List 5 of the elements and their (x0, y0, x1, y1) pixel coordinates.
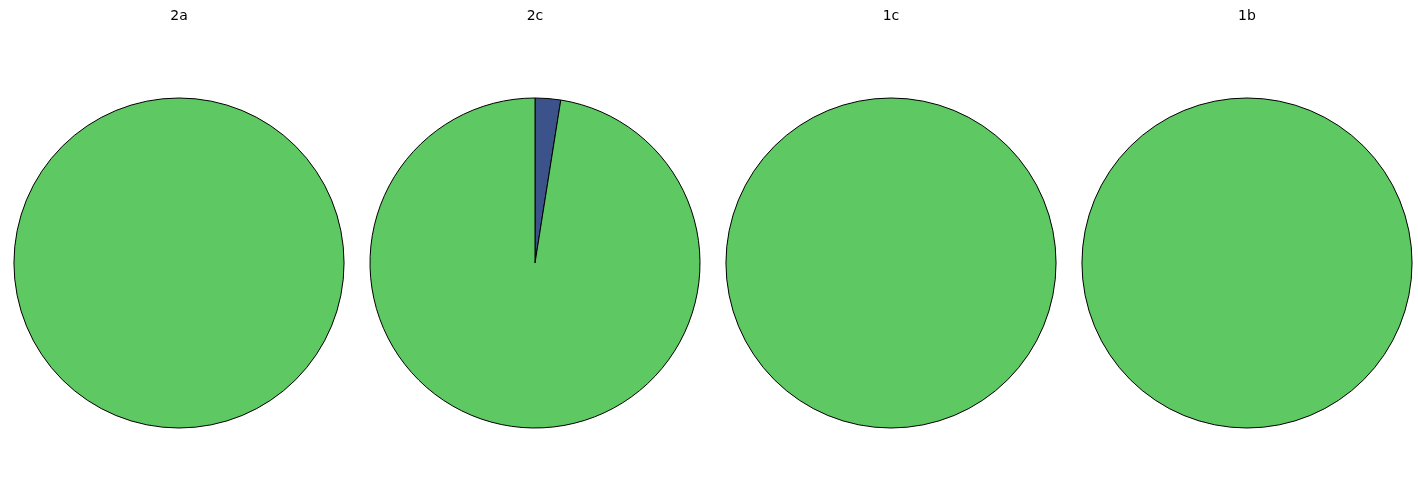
chart-title: 2a (170, 7, 188, 23)
chart-title: 1c (882, 7, 900, 23)
chart-title: 2c (526, 7, 544, 23)
pie-slice (369, 97, 701, 429)
chart-title: 1b (1238, 7, 1257, 23)
